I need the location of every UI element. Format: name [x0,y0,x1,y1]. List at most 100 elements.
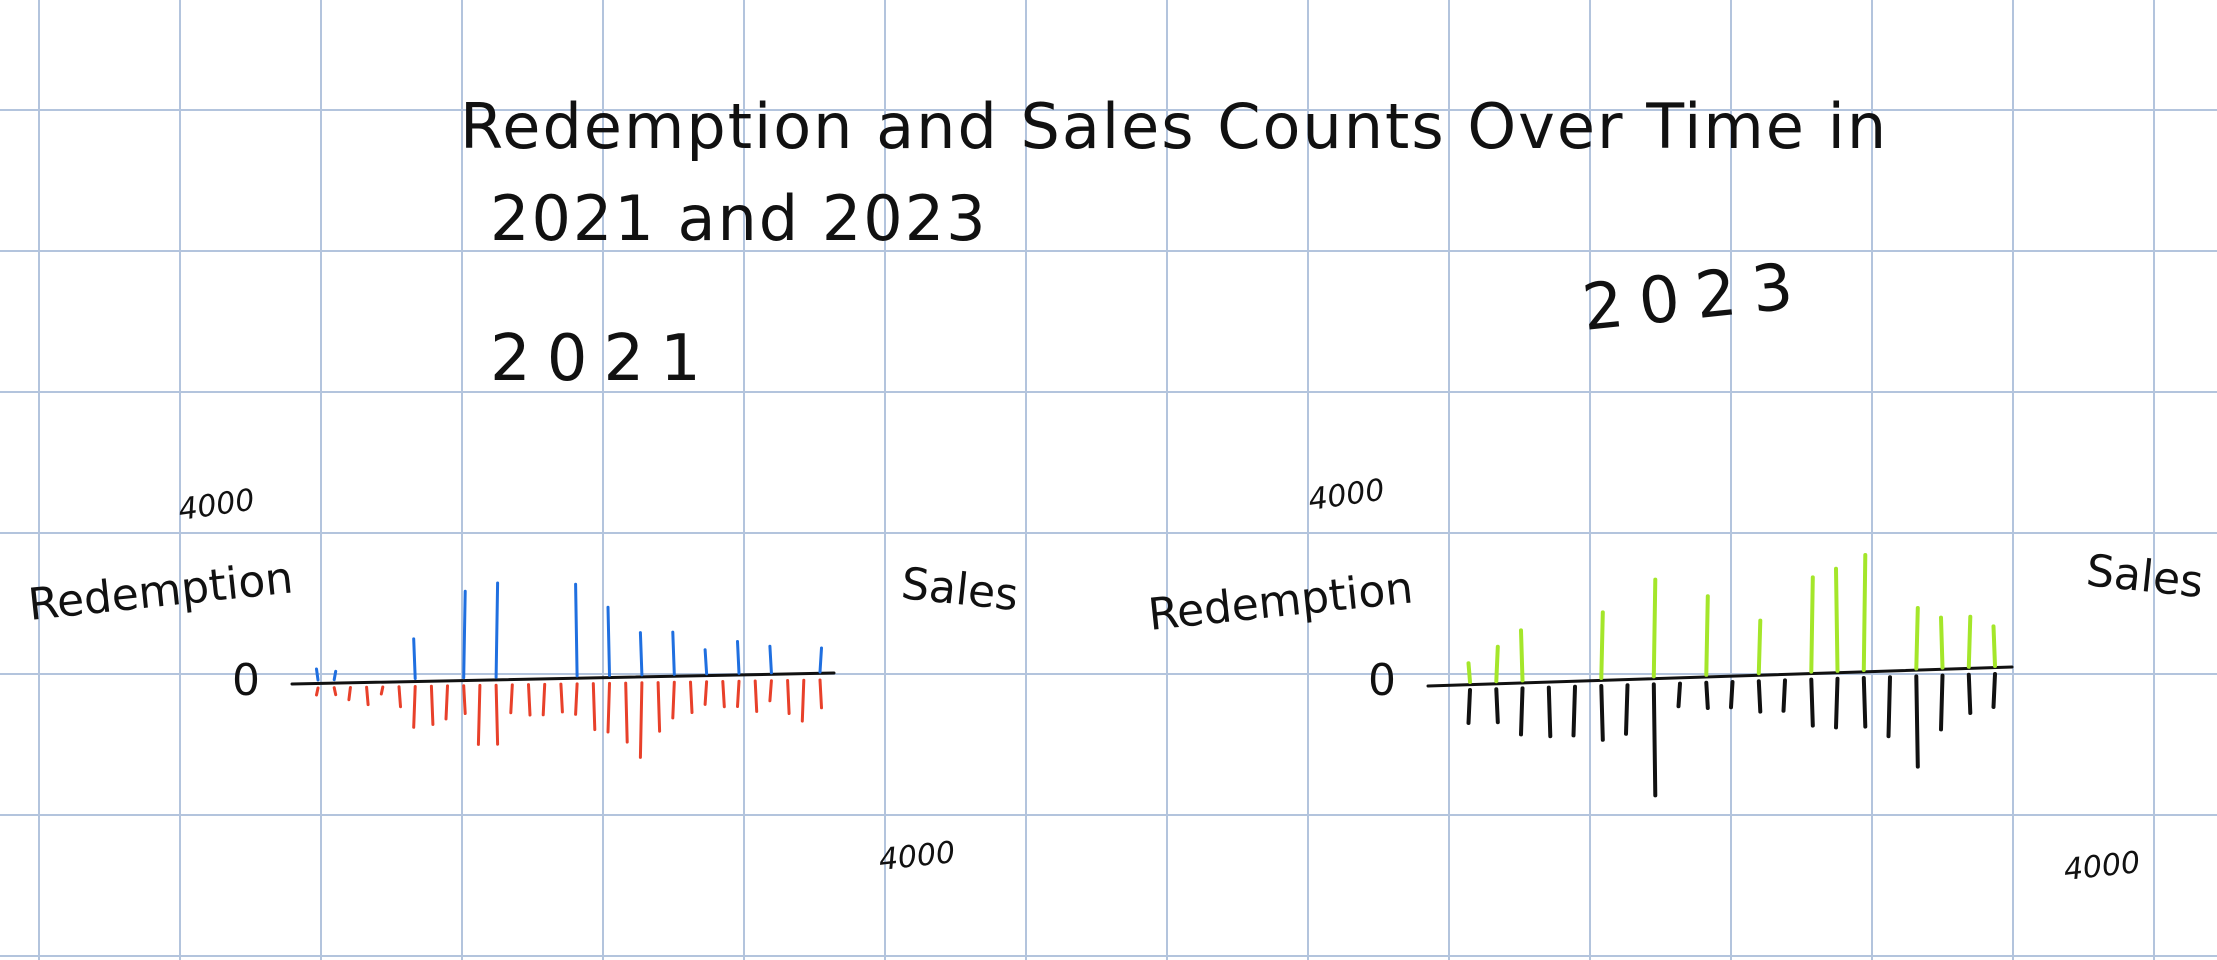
panel-2021-sales-bar [638,681,644,759]
panel-2023-redemption-bar [1939,615,1945,670]
panel-2021-sales-bar [786,679,791,715]
panel-2021-sales-bar [721,680,726,709]
panel-2021-sales-bar [559,682,564,714]
panel-2023-zero-label: 0 [1368,655,1396,706]
panel-2023-sales-bar [1651,682,1658,798]
panel-2021-redemption-bar [412,637,417,680]
panel-2023-sales-bar [1466,688,1472,725]
panel-2023-sales-bar [1599,684,1605,742]
panel-2023-sales-bar [1756,679,1763,714]
panel-2023-upper-tick: 4000 [1306,473,1386,518]
panel-2021-redemption-bar [606,605,611,677]
panel-2023-redemption-bar [1861,553,1868,672]
panel-2023-sales-bar [1494,687,1500,725]
panel-2023-sales-bar [1729,680,1735,710]
panel-2023-redemption-bar [1809,575,1815,674]
panel-2023-sales-bar [1781,678,1787,713]
panel-2021-sales-bar [444,684,449,721]
panel-2021-sales-bar [768,679,773,703]
panel-2023-title: 2023 [1579,249,1812,346]
panel-2023-redemption-bar [1834,566,1840,673]
panel-2021-sales-bar [624,681,629,744]
chart-title-line2: 2021 and 2023 [490,182,988,255]
panel-2023-redemption-bar [1704,594,1710,677]
panel-2021-baseline [290,671,836,686]
chart-title-line1: Redemption and Sales Counts Over Time in [460,90,1888,163]
panel-2021-redemption-bar [768,644,773,675]
panel-2023-redemption-bar [1914,606,1920,671]
panel-2021-sales-bar [509,683,514,715]
panel-2023-redemption-bar [1466,661,1472,684]
panel-2023-lower-tick: 4000 [2062,845,2142,888]
panel-2021-redemption-bar [462,589,467,680]
panel-2021-sales-bar [412,685,417,729]
panel-2023-lower-label: Sales [2084,545,2206,608]
panel-2023-sales-bar [1966,672,1973,715]
panel-2021-redemption-bar [574,582,579,678]
panel-2021-sales-bar [656,681,662,733]
panel-2021-sales-bar [379,685,385,696]
panel-2021-redemption-bar [638,631,644,677]
panel-2023-sales-bar [1571,684,1577,738]
panel-2021-sales-bar [736,679,741,708]
panel-2021-upper-tick: 4000 [176,483,256,528]
panel-2023-sales-bar [1676,681,1682,709]
panel-2021-sales-bar [541,682,547,717]
panel-2023-redemption-bar [1756,618,1763,676]
panel-2021-sales-bar [574,682,579,716]
panel-2023: 2023 4000 Redemption 0 Sales 4000 [1146,249,2206,888]
panel-2023-sales-bar [1809,677,1815,728]
panel-2023-redemption-bar [1519,628,1525,683]
panel-2023-sales-bar [1914,674,1920,769]
panel-2021-sales-bar [476,683,482,746]
panel-2021-sales-bar [462,684,467,715]
panel-2021-sales-bar [315,686,320,697]
panel-2023-sales-bar [1991,672,1997,709]
panel-2021-bars [315,581,823,759]
panel-2023-sales-bar [1519,686,1525,737]
panel-2023-redemption-bar [1991,624,1997,668]
panel-2021-sales-bar [347,686,352,702]
panel-2021-sales-bar [332,686,338,697]
panel-2021-sales-bar [703,680,709,706]
panel-2021-sales-bar [671,680,676,720]
panel-2023-sales-bar [1861,676,1868,729]
panel-2021-redemption-bar [703,648,709,676]
panel-2023-redemption-bar [1651,577,1658,679]
panel-2023-sales-bar [1834,676,1840,730]
panel-2021-sales-bar [606,681,611,734]
panel-2023-sales-bar [1939,673,1945,732]
panel-2021-redemption-bar [332,669,338,682]
panel-2021-redemption-bar [315,667,320,682]
panel-2021-sales-bar [494,683,500,746]
panel-2021-redemption-bar [818,646,823,674]
panel-2023-bars [1466,553,1997,798]
panel-2021-zero-label: 0 [232,655,260,706]
panel-2021-redemption-bar [671,630,676,676]
panel-2023-sales-bar [1704,680,1710,710]
panel-2023-upper-label: Redemption [1146,562,1416,640]
panel-2021-sales-bar [753,679,759,713]
panel-2021-sales-bar [800,678,806,723]
panel-2023-redemption-bar [1966,614,1973,669]
panel-2023-sales-bar [1624,683,1630,736]
panel-2021-sales-bar [527,683,532,717]
panel-2023-redemption-bar [1599,610,1605,680]
panel-2021-sales-bar [591,682,597,732]
panel-2021-redemption-bar [736,640,741,675]
panel-2023-baseline [1426,665,2014,688]
panel-2021-upper-label: Redemption [26,552,296,630]
panel-2023-sales-bar [1886,675,1892,739]
panel-2021: 2021 4000 Redemption 0 Sales 4000 [26,322,1021,878]
panel-2021-lower-label: Sales [899,558,1021,621]
panel-2021-sales-bar [429,684,435,726]
panel-2021-sales-bar [818,678,823,710]
panel-2023-redemption-bar [1494,644,1500,684]
panel-2021-sales-bar [397,685,402,709]
panel-2021-title: 2021 [490,322,717,396]
panel-2021-sales-bar [365,685,370,707]
panel-2021-redemption-bar [494,581,500,679]
panel-2021-lower-tick: 4000 [877,835,957,878]
panel-2023-sales-bar [1546,685,1553,739]
